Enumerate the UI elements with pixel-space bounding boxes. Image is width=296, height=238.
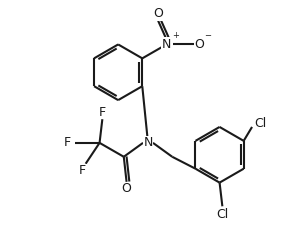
Text: N: N [162,38,171,51]
Text: F: F [64,136,71,149]
Text: N: N [143,136,153,149]
Text: Cl: Cl [254,118,266,130]
Text: F: F [99,106,106,119]
Text: −: − [204,31,211,40]
Text: F: F [79,164,86,177]
Text: O: O [122,182,131,195]
Text: O: O [194,38,204,51]
Text: O: O [153,7,163,20]
Text: Cl: Cl [216,208,229,221]
Text: +: + [173,31,179,40]
